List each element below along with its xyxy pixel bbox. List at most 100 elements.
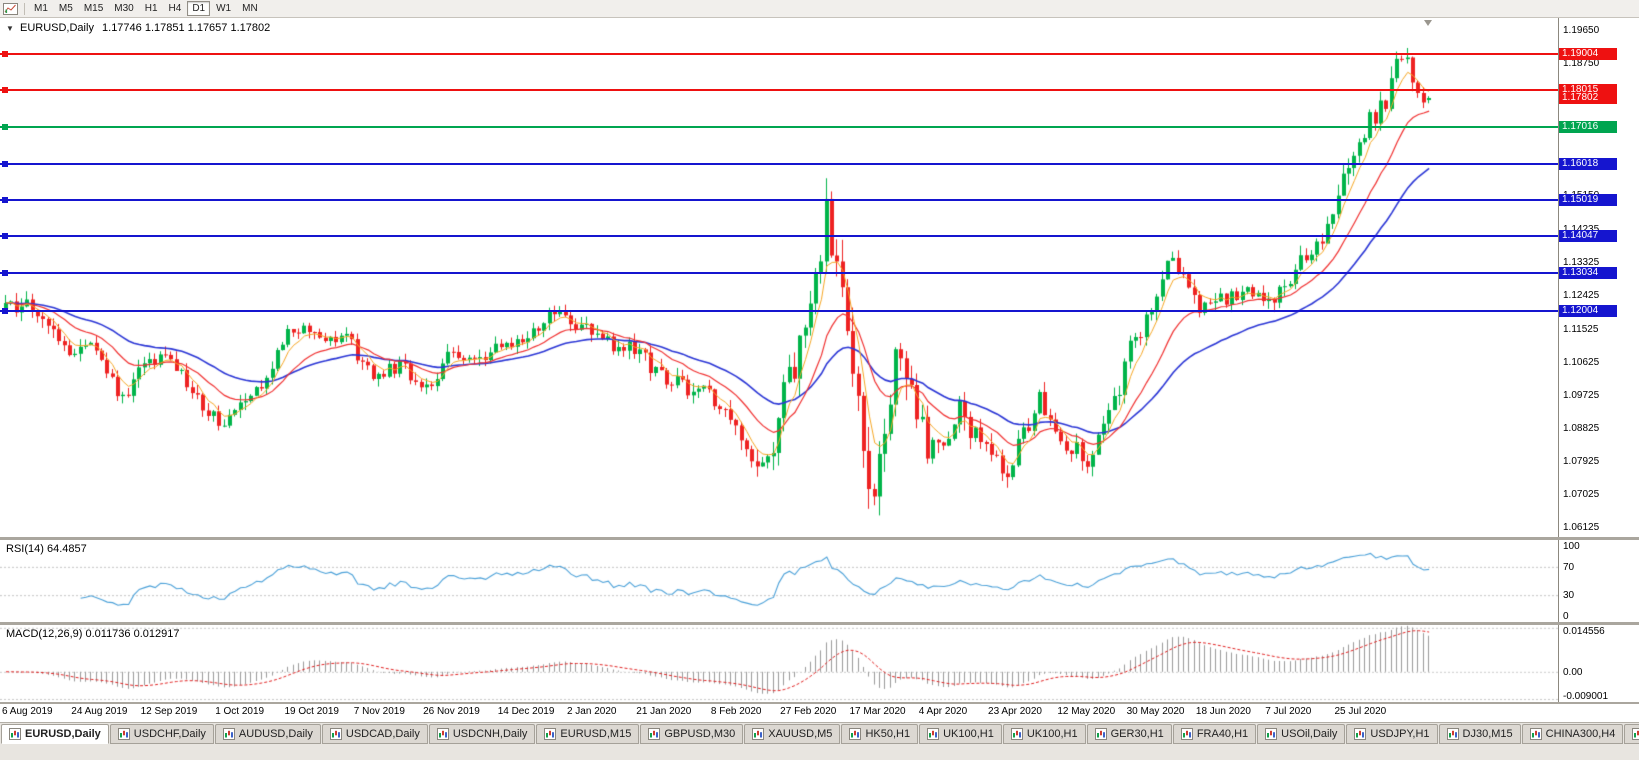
chart-tab-usdcad-daily[interactable]: USDCAD,Daily [321,724,428,744]
chart-tab-gbpusd-m30[interactable]: GBPUSD,M30 [640,724,744,744]
date-axis-label: 7 Jul 2020 [1265,706,1312,717]
rsi-indicator-chart[interactable] [0,540,1558,622]
timeframe-button-m1[interactable]: M1 [29,1,53,16]
price-axis-label: 1.08825 [1563,422,1600,434]
line-anchor-handle[interactable] [2,50,8,57]
chart-tab-audusd-daily[interactable]: AUDUSD,Daily [214,724,321,744]
chart-icon[interactable] [3,2,18,15]
date-axis-label: 2 Jan 2020 [566,706,617,717]
price-axis-label: 1.18750 [1563,58,1600,70]
chevron-down-icon[interactable]: ▼ [6,24,14,33]
date-axis[interactable]: 6 Aug 2019 24 Aug 2019 12 Sep 2019 1 Oct 20… [0,704,1558,722]
date-axis-label: 8 Feb 2020 [710,706,762,717]
tab-chart-icon [544,728,557,740]
chart-tab-xauusd-m5[interactable]: XAUUSD,M5 [744,724,841,744]
horizontal-level-line-1.19004[interactable] [0,50,1558,57]
date-axis-label: 24 Aug 2019 [71,706,128,717]
horizontal-level-line-1.18015[interactable] [0,87,1558,94]
chart-tab-usoil-h1[interactable]: USOil,H1 [1624,724,1639,744]
chart-tab-uk100-h1[interactable]: UK100,H1 [919,724,1002,744]
date-axis-label: 6 Aug 2019 [2,706,53,717]
candlestick-price-chart[interactable] [0,18,1558,537]
tab-chart-icon [927,728,940,740]
chart-tab-uk100-h1[interactable]: UK100,H1 [1002,724,1086,744]
date-axis-label: 21 Jan 2020 [636,706,692,717]
tab-chart-icon [1094,728,1107,740]
price-tag-1.15019: 1.15019 [1559,194,1617,207]
chart-tab-eurusd-m15[interactable]: EURUSD,M15 [536,724,640,744]
timeframe-button-m5[interactable]: M5 [54,1,78,16]
tab-label: XAUUSD,M5 [768,728,833,740]
tab-label: EURUSD,Daily [25,728,101,740]
line-anchor-handle[interactable] [2,197,8,204]
tab-label: FRA40,H1 [1196,728,1249,740]
tab-label: UK100,H1 [943,728,994,740]
chart-tab-usdchf-daily[interactable]: USDCHF,Daily [109,724,214,744]
rsi-indicator-label: RSI(14) 64.4857 [6,543,87,555]
horizontal-level-line-1.13034[interactable] [0,270,1558,277]
rsi-axis-label: 70 [1563,561,1575,573]
rsi-axis-label: 0 [1563,611,1569,623]
chart-tab-eurusd-daily[interactable]: EURUSD,Daily [1,724,109,744]
line-anchor-handle[interactable] [2,270,8,277]
tab-chart-icon [1632,728,1639,740]
chart-tab-ger30-h1[interactable]: GER30,H1 [1086,724,1172,744]
chart-tab-china300-h4[interactable]: CHINA300,H4 [1521,724,1624,744]
line-anchor-handle[interactable] [2,123,8,130]
chart-ohlc-values: 1.17746 1.17851 1.17657 1.17802 [102,22,271,34]
chart-tab-usdcnh-daily[interactable]: USDCNH,Daily [428,724,536,744]
chart-tab-fra40-h1[interactable]: FRA40,H1 [1172,724,1257,744]
tab-label: GER30,H1 [1110,728,1164,740]
price-axis-label: 1.09725 [1563,389,1600,401]
macd-indicator-chart[interactable] [0,625,1558,702]
timeframe-button-w1[interactable]: W1 [211,1,236,16]
chart-shift-marker[interactable] [1424,20,1433,26]
chart-symbol-period: EURUSD,Daily [19,22,94,34]
horizontal-level-line-1.15019[interactable] [0,197,1558,204]
price-axis[interactable]: 1.196501.187501.178501.169501.160501.151… [1558,18,1639,702]
chart-tab-dj30-m15[interactable]: DJ30,M15 [1438,724,1521,744]
timeframe-button-mn[interactable]: MN [237,1,263,16]
price-axis-label: 1.11525 [1563,323,1599,335]
timeframe-button-m30[interactable]: M30 [109,1,138,16]
tab-chart-icon [9,728,21,740]
horizontal-level-line-1.14047[interactable] [0,232,1558,239]
tab-chart-icon [1529,728,1542,740]
tab-chart-icon [1446,728,1459,740]
chart-tab-hk50-h1[interactable]: HK50,H1 [841,724,919,744]
tab-chart-icon [329,728,342,740]
timeframe-button-h1[interactable]: H1 [140,1,163,16]
tab-label: AUDUSD,Daily [238,728,313,740]
line-anchor-handle[interactable] [2,232,8,239]
date-axis-label: 23 Apr 2020 [988,706,1042,717]
current-price-tag-1.17802: 1.17802 [1559,91,1617,104]
toolbar-separator [24,2,25,15]
tab-label: CHINA300,H4 [1545,728,1616,740]
main-rsi-splitter[interactable] [0,537,1639,540]
price-tag-1.19004: 1.19004 [1559,47,1617,60]
line-anchor-handle[interactable] [2,307,8,314]
tab-label: DJ30,M15 [1462,728,1513,740]
rsi-macd-splitter[interactable] [0,622,1639,625]
timeframe-button-h4[interactable]: H4 [164,1,187,16]
price-axis-label: 1.12425 [1563,290,1600,302]
timeframe-button-d1[interactable]: D1 [187,1,211,16]
tab-chart-icon [1180,728,1193,740]
macd-axis-label: -0.009001 [1563,691,1609,702]
timeframe-buttons-group: M1 M5 M15 M30 H1 H4 D1 W1 MN [29,1,263,16]
chart-tab-usdjpy-h1[interactable]: USDJPY,H1 [1346,724,1438,744]
macd-date-splitter [0,702,1639,704]
price-tag-1.13034: 1.13034 [1559,267,1617,280]
line-anchor-handle[interactable] [2,160,8,167]
horizontal-level-line-1.17016[interactable] [0,123,1558,130]
date-axis-label: 1 Oct 2019 [215,706,265,717]
horizontal-level-line-1.12004[interactable] [0,307,1558,314]
horizontal-level-line-1.16018[interactable] [0,160,1558,167]
tab-chart-icon [436,728,449,740]
chart-title: ▼ EURUSD,Daily 1.17746 1.17851 1.17657 1… [6,22,270,34]
chart-tab-usoil-daily[interactable]: USOil,Daily [1257,724,1346,744]
line-anchor-handle[interactable] [2,87,8,94]
date-axis-label: 19 Oct 2019 [284,706,339,717]
timeframe-button-m15[interactable]: M15 [79,1,108,16]
price-axis-label: 1.19650 [1563,25,1600,37]
